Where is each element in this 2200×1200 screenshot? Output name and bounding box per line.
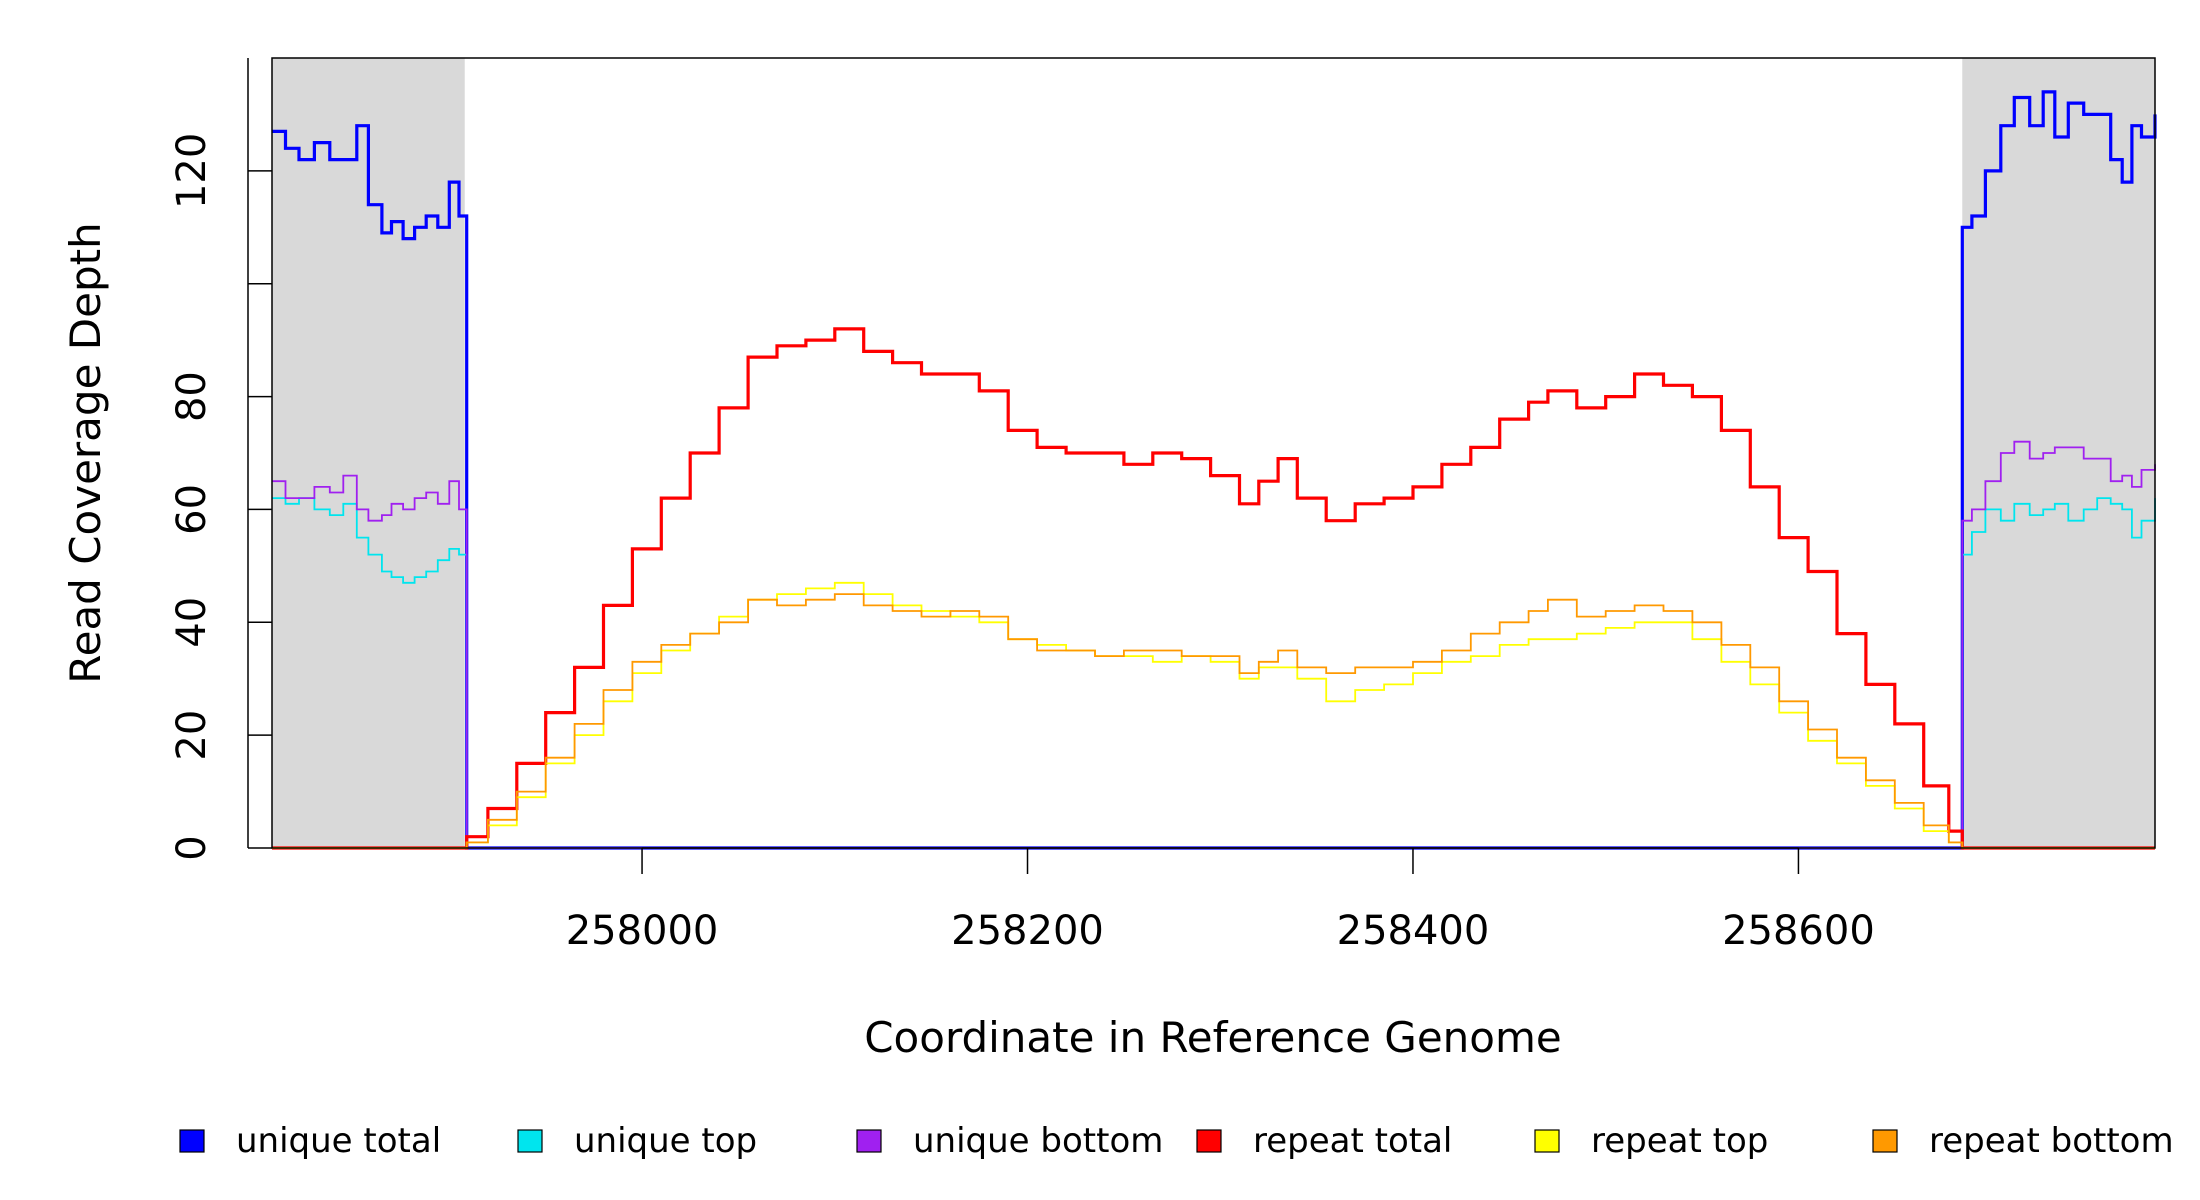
legend-label: unique total [236, 1121, 441, 1161]
shaded-regions [272, 58, 2155, 848]
x-tick-label: 258400 [1337, 908, 1490, 954]
legend-label: unique top [574, 1121, 757, 1161]
y-tick-label: 40 [169, 597, 215, 648]
y-axis-label: Read Coverage Depth [61, 222, 110, 683]
series-line-unique-total [272, 90, 2157, 850]
x-tick-label: 258600 [1722, 908, 1875, 954]
y-tick-label: 0 [169, 835, 215, 860]
y-tick-label: 60 [169, 484, 215, 535]
series-line-repeat-top [272, 581, 2155, 849]
legend-swatch [179, 1129, 205, 1153]
legend-swatch [1872, 1129, 1898, 1153]
y-tick-label: 120 [169, 133, 215, 209]
legend-swatch [1196, 1129, 1222, 1153]
plot-frame [271, 57, 2156, 849]
series-line-repeat-bottom [272, 593, 2155, 849]
x-tick-label: 258000 [566, 908, 719, 954]
legend-label: repeat bottom [1929, 1121, 2174, 1161]
legend-item-repeat-total: repeat total [1196, 1121, 1452, 1161]
legend-label: repeat top [1591, 1121, 1768, 1161]
legend: unique total unique top unique bottom repea… [179, 1121, 2174, 1161]
series-line-unique-bottom [272, 440, 2156, 849]
legend-item-repeat-bottom: repeat bottom [1872, 1121, 2174, 1161]
series-line-repeat-total [272, 327, 2155, 850]
legend-swatch [1534, 1129, 1560, 1153]
series-lines [272, 90, 2157, 850]
y-axis-ticks: 0 20 40 60 80 120 [169, 133, 272, 861]
x-axis-label: Coordinate in Reference Genome [864, 1013, 1562, 1062]
x-axis-ticks: 258000 258200 258400 258600 [566, 848, 1875, 954]
legend-swatch [517, 1129, 543, 1153]
legend-item-unique-total: unique total [179, 1121, 441, 1161]
legend-swatch [856, 1129, 882, 1153]
legend-label: repeat total [1253, 1121, 1452, 1161]
x-tick-label: 258200 [951, 908, 1104, 954]
legend-label: unique bottom [913, 1121, 1163, 1161]
legend-item-unique-top: unique top [517, 1121, 757, 1161]
legend-item-repeat-top: repeat top [1534, 1121, 1768, 1161]
y-tick-label: 80 [169, 371, 215, 422]
y-tick-label: 20 [169, 710, 215, 761]
legend-item-unique-bottom: unique bottom [856, 1121, 1163, 1161]
series-line-unique-top [272, 497, 2156, 849]
shaded-region-1 [1962, 58, 2155, 848]
